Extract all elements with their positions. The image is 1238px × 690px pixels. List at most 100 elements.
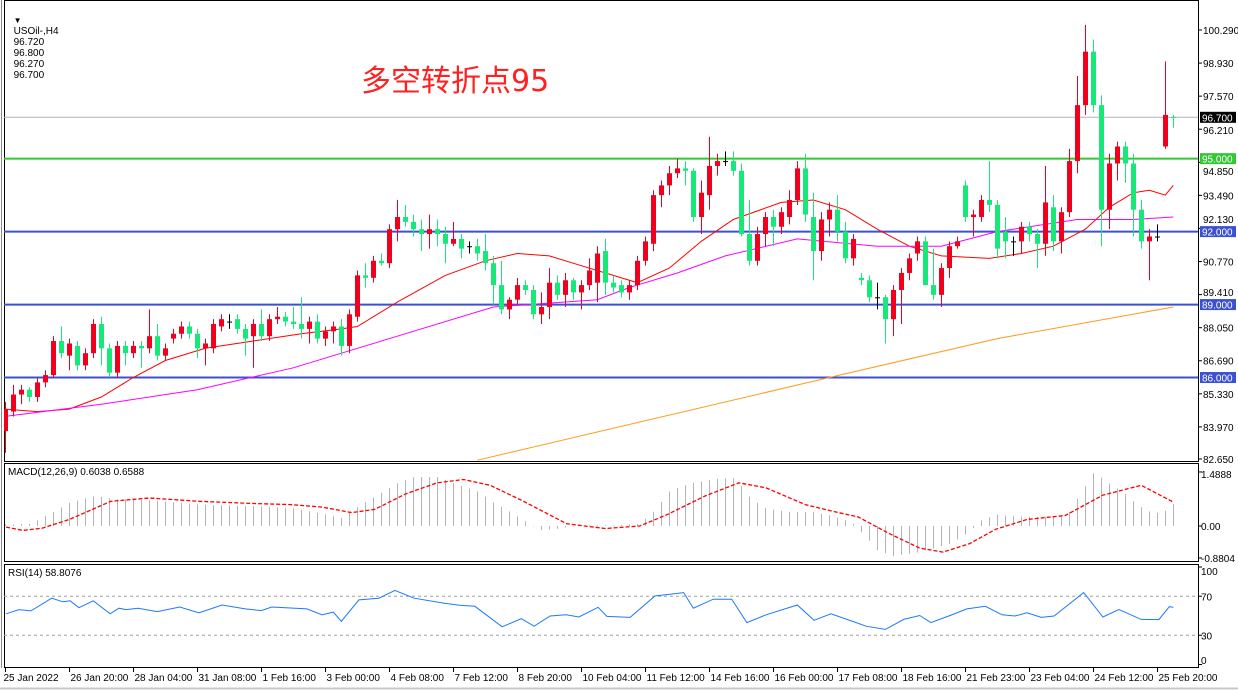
candle bbox=[1099, 95, 1104, 247]
candle-body bbox=[251, 324, 256, 337]
candle-body bbox=[1155, 236, 1160, 238]
candle bbox=[619, 280, 624, 298]
candle bbox=[1051, 195, 1056, 252]
candle-body bbox=[955, 241, 960, 247]
candle bbox=[1139, 199, 1144, 249]
current-price-badge-background bbox=[1200, 111, 1236, 123]
candle bbox=[899, 268, 904, 325]
candle bbox=[363, 263, 368, 288]
time-axis-label: 26 Jan 20:00 bbox=[71, 673, 129, 684]
candle-body bbox=[1003, 231, 1008, 242]
candle bbox=[443, 226, 448, 264]
candle bbox=[1027, 221, 1032, 242]
candle bbox=[379, 253, 384, 266]
candle-body bbox=[971, 214, 976, 218]
chart-annotation-text[interactable]: 多空转折点95 bbox=[361, 64, 550, 99]
candle bbox=[1123, 141, 1128, 183]
candle bbox=[1035, 229, 1040, 269]
candle-body bbox=[459, 238, 464, 249]
candle-body bbox=[363, 275, 368, 278]
candle-body bbox=[1131, 163, 1136, 210]
candle bbox=[1003, 217, 1008, 259]
candle bbox=[211, 319, 216, 354]
candle-body bbox=[907, 258, 912, 273]
candle bbox=[795, 161, 800, 205]
candle-body bbox=[531, 289, 536, 315]
candle bbox=[859, 272, 864, 286]
candle-body bbox=[467, 246, 472, 248]
candle-body bbox=[555, 282, 560, 295]
candle bbox=[667, 165, 672, 196]
candle-body bbox=[603, 251, 608, 283]
level-price-badge-background bbox=[1200, 372, 1236, 384]
candle bbox=[963, 180, 968, 222]
candle bbox=[131, 341, 136, 359]
candle bbox=[939, 263, 944, 308]
candle bbox=[491, 255, 496, 305]
macd-panel-frame bbox=[4, 463, 1199, 562]
candle-body bbox=[219, 319, 224, 327]
time-axis-label: 10 Feb 04:00 bbox=[583, 673, 642, 684]
candle-body bbox=[1139, 209, 1144, 242]
candle bbox=[595, 246, 600, 303]
main-plot bbox=[4, 24, 1198, 461]
candle bbox=[259, 309, 264, 342]
candle-body bbox=[787, 199, 792, 218]
candle-body bbox=[611, 282, 616, 288]
candle-body bbox=[1035, 234, 1040, 244]
candle-body bbox=[91, 324, 96, 354]
candle bbox=[163, 343, 168, 361]
candle-body bbox=[699, 192, 704, 218]
candle-body bbox=[707, 165, 712, 196]
candle-body bbox=[643, 241, 648, 261]
candle bbox=[1131, 153, 1136, 237]
candle-body bbox=[1163, 114, 1168, 147]
candle-body bbox=[779, 212, 784, 227]
candle-body bbox=[683, 168, 688, 171]
candle-body bbox=[323, 331, 328, 339]
candle bbox=[171, 328, 176, 344]
macd-plot bbox=[5, 473, 1174, 557]
candle bbox=[459, 234, 464, 259]
candle-body bbox=[139, 345, 144, 349]
candle-body bbox=[147, 336, 152, 349]
candle-body bbox=[1099, 105, 1104, 210]
candle-body bbox=[315, 321, 320, 339]
candle bbox=[219, 314, 224, 332]
candle bbox=[563, 272, 568, 308]
candle bbox=[203, 338, 208, 366]
triangle-down-icon[interactable]: ▼ bbox=[13, 16, 22, 25]
time-axis-label: 25 Jan 2022 bbox=[4, 673, 59, 684]
candle-body bbox=[651, 195, 656, 244]
candle-body bbox=[947, 246, 952, 269]
candle bbox=[787, 190, 792, 225]
candle-body bbox=[499, 285, 504, 310]
price-axis-label: 89.410 bbox=[1203, 288, 1234, 299]
candle bbox=[107, 343, 112, 378]
candle-body bbox=[1019, 226, 1024, 242]
candle bbox=[59, 326, 64, 359]
price-axis-label: 82.650 bbox=[1203, 455, 1234, 466]
candle bbox=[539, 292, 544, 325]
candle bbox=[1107, 153, 1112, 230]
candle-body bbox=[115, 345, 120, 373]
candle-body bbox=[187, 326, 192, 334]
candle bbox=[123, 341, 128, 366]
candle-body bbox=[331, 326, 336, 332]
candle-body bbox=[667, 173, 672, 186]
candle-body bbox=[827, 209, 832, 220]
candle bbox=[811, 192, 816, 281]
candle-body bbox=[675, 168, 680, 174]
candle bbox=[315, 314, 320, 344]
candle-body bbox=[979, 199, 984, 218]
time-axis-label: 17 Feb 08:00 bbox=[839, 673, 898, 684]
candle bbox=[483, 234, 488, 271]
time-axis-label: 18 Feb 16:00 bbox=[903, 673, 962, 684]
candle bbox=[139, 341, 144, 368]
rsi-axis-label: 30 bbox=[1201, 631, 1213, 642]
candle-body bbox=[579, 285, 584, 293]
candle bbox=[515, 277, 520, 305]
candle bbox=[331, 321, 336, 344]
candle bbox=[27, 387, 32, 402]
